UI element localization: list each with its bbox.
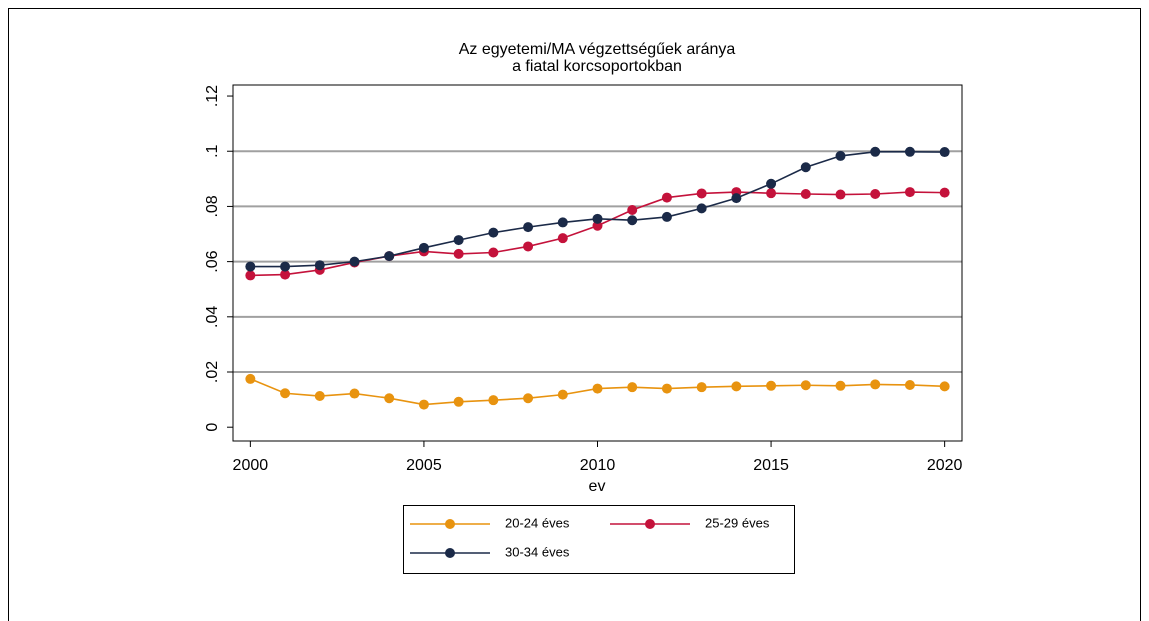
x-tick-label: 2020 (927, 457, 963, 474)
frame (8, 8, 1141, 621)
data-point (627, 382, 638, 393)
data-point (800, 189, 811, 200)
data-point (835, 189, 846, 200)
data-point (384, 251, 395, 262)
data-point (835, 150, 846, 161)
y-tick-label: .08 (204, 195, 221, 217)
data-point (870, 189, 881, 200)
data-point (523, 241, 534, 252)
data-point (557, 217, 568, 228)
legend-label: 25-29 éves (705, 515, 770, 530)
data-point (696, 188, 707, 199)
data-point (245, 261, 256, 272)
data-point (418, 399, 429, 410)
y-tick-label: .04 (204, 306, 221, 328)
data-point (349, 388, 360, 399)
data-point (696, 203, 707, 214)
data-point (592, 220, 603, 231)
legend-marker (445, 548, 455, 558)
data-point (766, 178, 777, 189)
data-point (731, 381, 742, 392)
chart-title: a fiatal korcsoportokban (512, 58, 682, 75)
data-point (314, 260, 325, 271)
legend-marker (445, 519, 455, 529)
data-point (349, 256, 360, 267)
y-tick-label: .12 (204, 85, 221, 107)
data-point (766, 188, 777, 199)
data-point (557, 233, 568, 244)
data-point (766, 380, 777, 391)
x-tick-label: 2015 (753, 457, 789, 474)
data-point (453, 248, 464, 259)
data-point (696, 382, 707, 393)
data-point (661, 211, 672, 222)
data-point (488, 395, 499, 406)
data-point (245, 270, 256, 281)
x-tick-label: 2010 (580, 457, 616, 474)
y-tick-label: .02 (204, 361, 221, 383)
data-point (314, 391, 325, 402)
chart-title: Az egyetemi/MA végzettségűek aránya (459, 41, 736, 58)
data-point (627, 215, 638, 226)
data-point (870, 146, 881, 157)
data-point (280, 261, 291, 272)
data-point (800, 162, 811, 173)
data-point (453, 396, 464, 407)
data-point (939, 187, 950, 198)
legend-box (403, 505, 795, 574)
data-point (523, 222, 534, 233)
data-point (661, 383, 672, 394)
data-point (592, 383, 603, 394)
data-point (488, 227, 499, 238)
data-point (870, 379, 881, 390)
data-point (731, 193, 742, 204)
data-point (904, 187, 915, 198)
data-point (280, 388, 291, 399)
data-point (523, 393, 534, 404)
data-point (592, 213, 603, 224)
legend-label: 20-24 éves (505, 515, 570, 530)
data-point (245, 373, 256, 384)
data-point (453, 235, 464, 246)
data-point (488, 247, 499, 258)
data-point (904, 379, 915, 390)
data-point (800, 380, 811, 391)
y-tick-label: .06 (204, 250, 221, 272)
data-point (418, 242, 429, 253)
data-point (835, 380, 846, 391)
x-tick-label: 2005 (406, 457, 442, 474)
data-point (384, 393, 395, 404)
data-point (939, 381, 950, 392)
x-tick-label: 2000 (233, 457, 269, 474)
data-point (904, 146, 915, 157)
data-point (939, 147, 950, 158)
y-tick-label: 0 (204, 423, 221, 432)
data-point (280, 269, 291, 280)
legend-marker (645, 519, 655, 529)
data-point (557, 389, 568, 400)
x-axis-label: ev (589, 478, 606, 495)
data-point (627, 205, 638, 216)
data-point (661, 192, 672, 203)
plot-frame (232, 84, 963, 442)
legend-label: 30-34 éves (505, 544, 570, 559)
y-tick-label: .1 (204, 144, 221, 157)
